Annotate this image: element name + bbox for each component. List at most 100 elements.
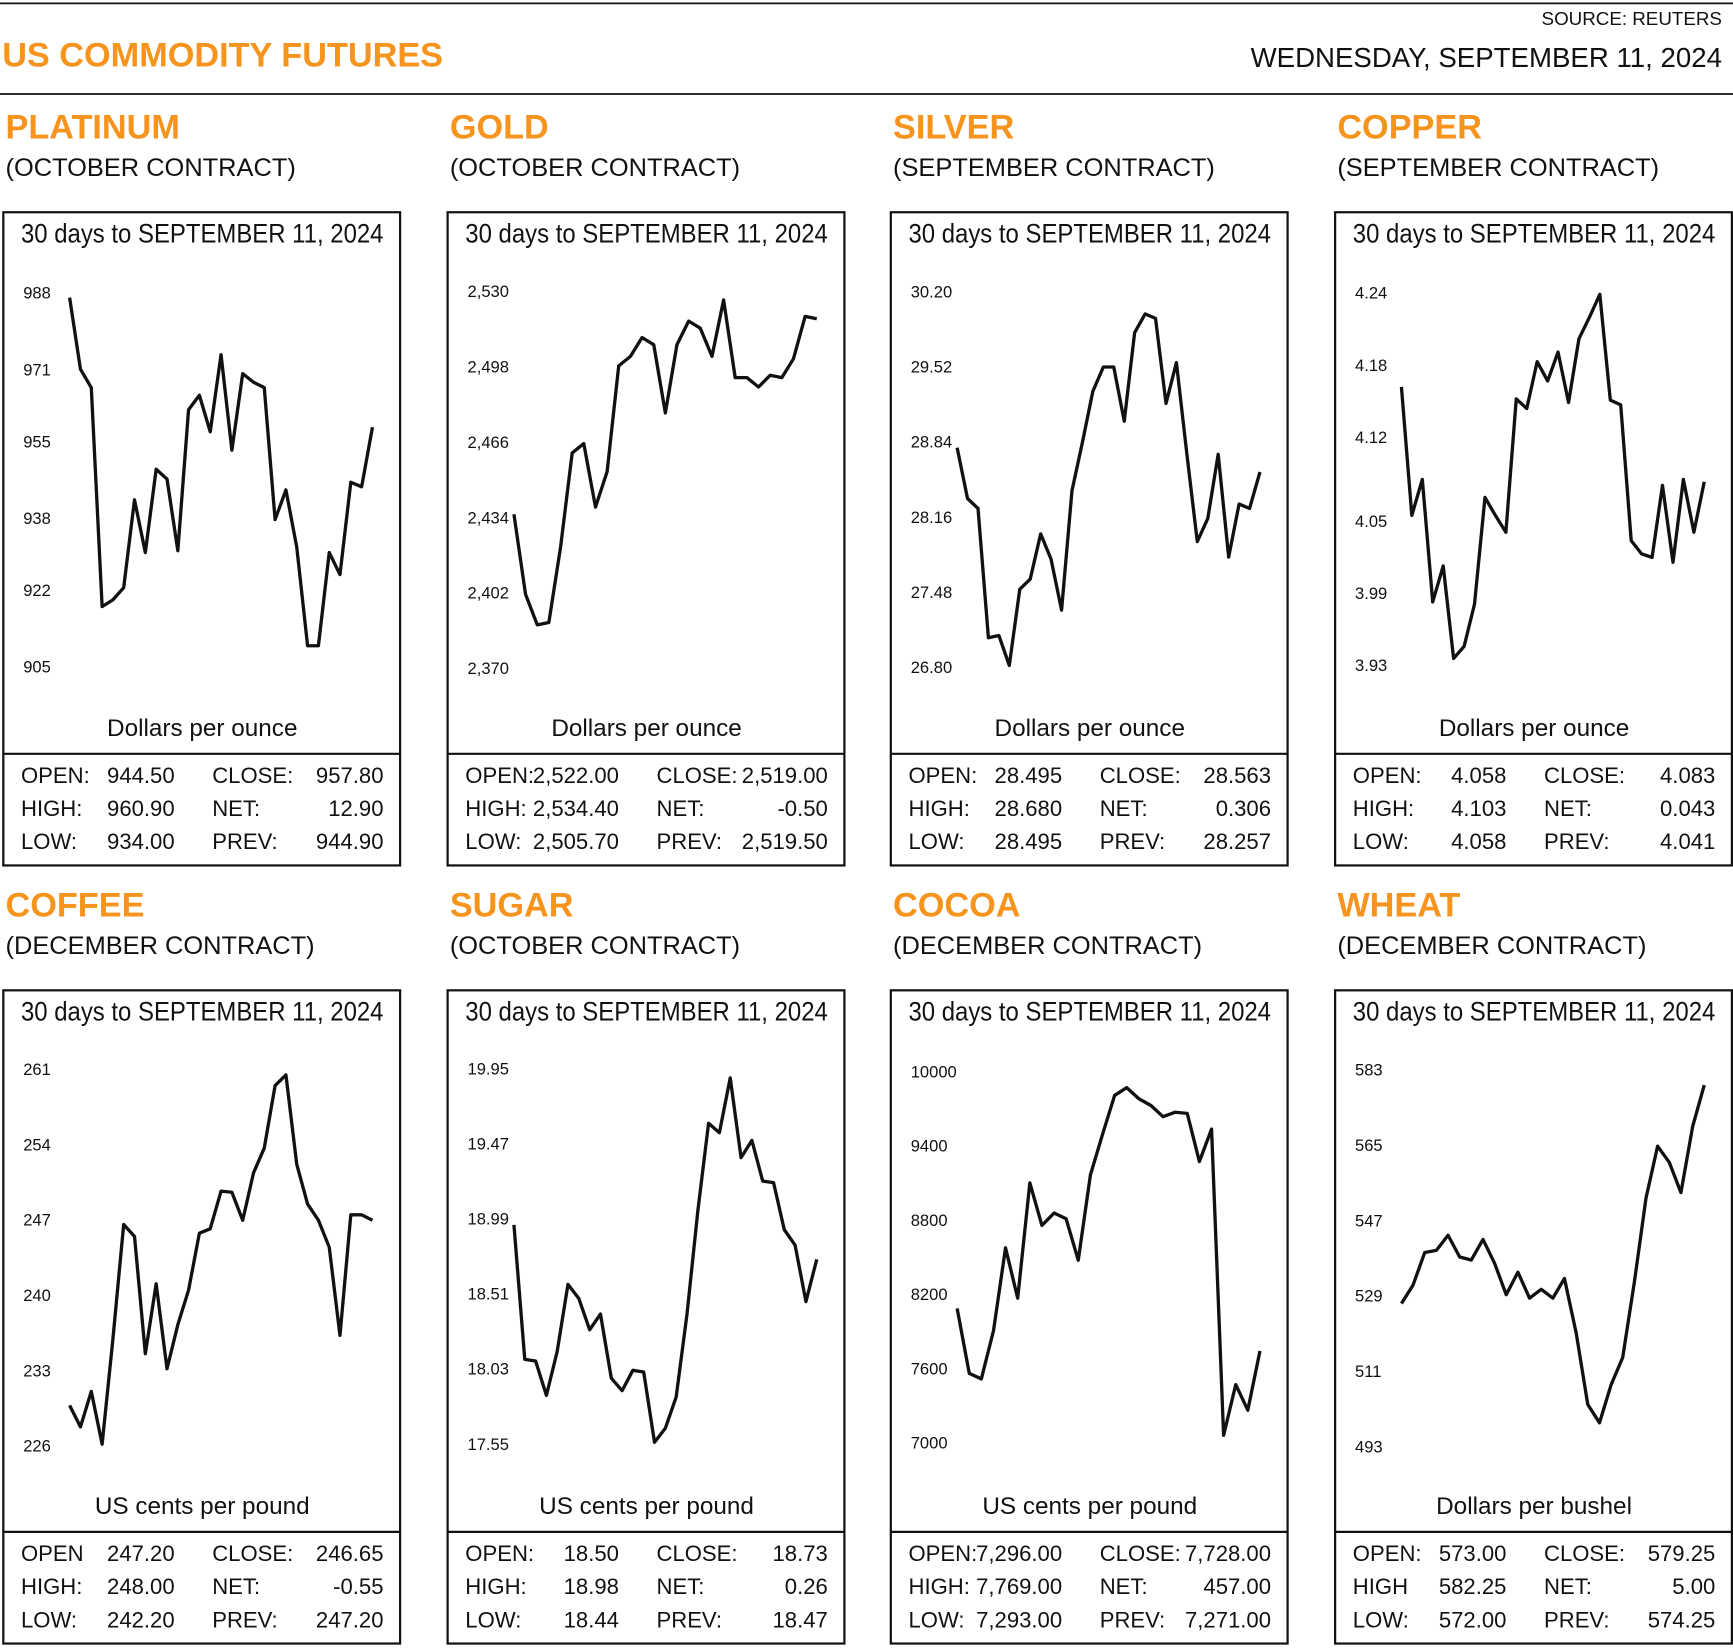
stat-value: 457.00 xyxy=(1203,1574,1271,1599)
stat-label: OPEN: xyxy=(21,763,90,788)
stat-value: 2,519.50 xyxy=(742,829,828,854)
stat-value: 18.50 xyxy=(564,1541,619,1566)
stat-label: HIGH: xyxy=(465,1574,526,1599)
stat-value: 12.90 xyxy=(328,796,383,821)
stat-value: 4.058 xyxy=(1451,763,1506,788)
stat-label: NET: xyxy=(657,796,705,821)
y-tick-label: 2,498 xyxy=(468,358,509,377)
stat-value: -0.50 xyxy=(777,796,827,821)
y-axis-label: US cents per pound xyxy=(539,1493,754,1520)
chart-caption: 30 days to SEPTEMBER 11, 2024 xyxy=(465,218,828,248)
chart-subtitle: (OCTOBER CONTRACT) xyxy=(6,154,296,182)
y-axis-label: US cents per pound xyxy=(982,1493,1197,1520)
y-tick-label: 905 xyxy=(23,658,51,677)
price-line xyxy=(1400,1084,1706,1425)
y-tick-label: 18.99 xyxy=(468,1210,509,1229)
price-line xyxy=(512,1076,819,1444)
stat-label: LOW: xyxy=(465,829,521,854)
y-tick-label: 17.55 xyxy=(468,1435,509,1454)
y-tick-label: 988 xyxy=(23,284,51,303)
chart-caption: 30 days to SEPTEMBER 11, 2024 xyxy=(1353,997,1716,1027)
stat-value: 579.25 xyxy=(1648,1541,1716,1566)
y-axis-label: Dollars per ounce xyxy=(995,715,1185,742)
stat-label: OPEN: xyxy=(1353,1541,1422,1566)
stat-value: 934.00 xyxy=(107,829,175,854)
price-line xyxy=(955,1085,1262,1437)
y-tick-label: 247 xyxy=(23,1211,51,1230)
stat-label: NET: xyxy=(1100,796,1148,821)
chart-frame xyxy=(2,211,402,867)
stat-value: 28.563 xyxy=(1203,763,1271,788)
stat-label: NET: xyxy=(212,1574,260,1599)
stat-label: LOW: xyxy=(465,1607,521,1632)
stat-value: -0.55 xyxy=(333,1574,383,1599)
chart-title: COPPER xyxy=(1337,108,1482,146)
y-tick-label: 565 xyxy=(1355,1136,1383,1155)
stat-label: NET: xyxy=(212,796,260,821)
stat-value: 2,522.00 xyxy=(533,763,619,788)
chart-frame xyxy=(889,989,1289,1645)
stat-label: PREV: xyxy=(657,1607,722,1632)
stat-value: 0.26 xyxy=(785,1574,828,1599)
stat-label: LOW: xyxy=(1353,829,1409,854)
stat-value: 28.495 xyxy=(995,763,1063,788)
stat-value: 574.25 xyxy=(1648,1607,1716,1632)
y-tick-label: 233 xyxy=(23,1361,51,1380)
chart-title: COCOA xyxy=(893,886,1020,924)
y-tick-label: 7600 xyxy=(911,1359,948,1378)
stat-label: PREV: xyxy=(657,829,722,854)
y-tick-label: 18.03 xyxy=(468,1360,509,1379)
stat-label: HIGH: xyxy=(908,796,969,821)
stat-value: 944.90 xyxy=(316,829,384,854)
y-tick-label: 254 xyxy=(23,1135,51,1154)
stat-label: OPEN: xyxy=(908,763,977,788)
stat-label: HIGH: xyxy=(21,796,82,821)
stat-label: NET: xyxy=(1100,1574,1148,1599)
stat-label: CLOSE: xyxy=(657,1541,738,1566)
stat-value: 2,505.70 xyxy=(533,829,619,854)
y-tick-label: 547 xyxy=(1355,1211,1383,1230)
y-tick-label: 9400 xyxy=(911,1137,948,1156)
y-tick-label: 27.48 xyxy=(911,583,952,602)
stat-label: CLOSE: xyxy=(212,1541,293,1566)
chart-title: GOLD xyxy=(450,108,549,146)
stat-label: OPEN: xyxy=(908,1541,977,1566)
chart-frame xyxy=(446,989,846,1645)
chart-subtitle: (DECEMBER CONTRACT) xyxy=(6,932,315,960)
stat-value: 242.20 xyxy=(107,1607,175,1632)
chart-frame xyxy=(1334,989,1733,1645)
stat-label: CLOSE: xyxy=(657,763,738,788)
chart-subtitle: (SEPTEMBER CONTRACT) xyxy=(893,154,1215,182)
stat-label: PREV: xyxy=(1100,1607,1165,1632)
price-line xyxy=(512,298,818,627)
chart-caption: 30 days to SEPTEMBER 11, 2024 xyxy=(908,997,1271,1027)
y-tick-label: 4.05 xyxy=(1355,512,1387,531)
y-tick-label: 2,434 xyxy=(468,508,509,527)
price-line xyxy=(1399,292,1706,661)
y-tick-label: 19.47 xyxy=(468,1135,509,1154)
y-axis-label: Dollars per ounce xyxy=(551,715,741,742)
stat-label: HIGH: xyxy=(465,796,526,821)
chart-caption: 30 days to SEPTEMBER 11, 2024 xyxy=(21,218,384,248)
stat-value: 18.98 xyxy=(564,1574,619,1599)
chart-subtitle: (DECEMBER CONTRACT) xyxy=(893,932,1202,960)
chart-title: COFFEE xyxy=(6,886,145,924)
y-tick-label: 2,466 xyxy=(468,433,509,452)
stat-value: 5.00 xyxy=(1672,1574,1715,1599)
y-tick-label: 3.93 xyxy=(1355,656,1387,675)
stat-value: 7,271.00 xyxy=(1185,1607,1271,1632)
chart-subtitle: (OCTOBER CONTRACT) xyxy=(450,932,740,960)
stat-value: 4.103 xyxy=(1451,796,1506,821)
chart-caption: 30 days to SEPTEMBER 11, 2024 xyxy=(465,997,828,1027)
y-tick-label: 938 xyxy=(23,509,51,528)
y-tick-label: 4.24 xyxy=(1355,284,1387,303)
stat-label: HIGH: xyxy=(908,1574,969,1599)
stat-label: OPEN xyxy=(21,1541,84,1566)
y-axis-label: Dollars per bushel xyxy=(1436,1493,1632,1520)
y-tick-label: 19.95 xyxy=(468,1059,509,1078)
y-tick-label: 529 xyxy=(1355,1287,1383,1306)
chart-subtitle: (DECEMBER CONTRACT) xyxy=(1337,932,1646,960)
y-tick-label: 3.99 xyxy=(1355,584,1387,603)
price-line xyxy=(67,297,375,648)
stat-label: PREV: xyxy=(212,829,277,854)
